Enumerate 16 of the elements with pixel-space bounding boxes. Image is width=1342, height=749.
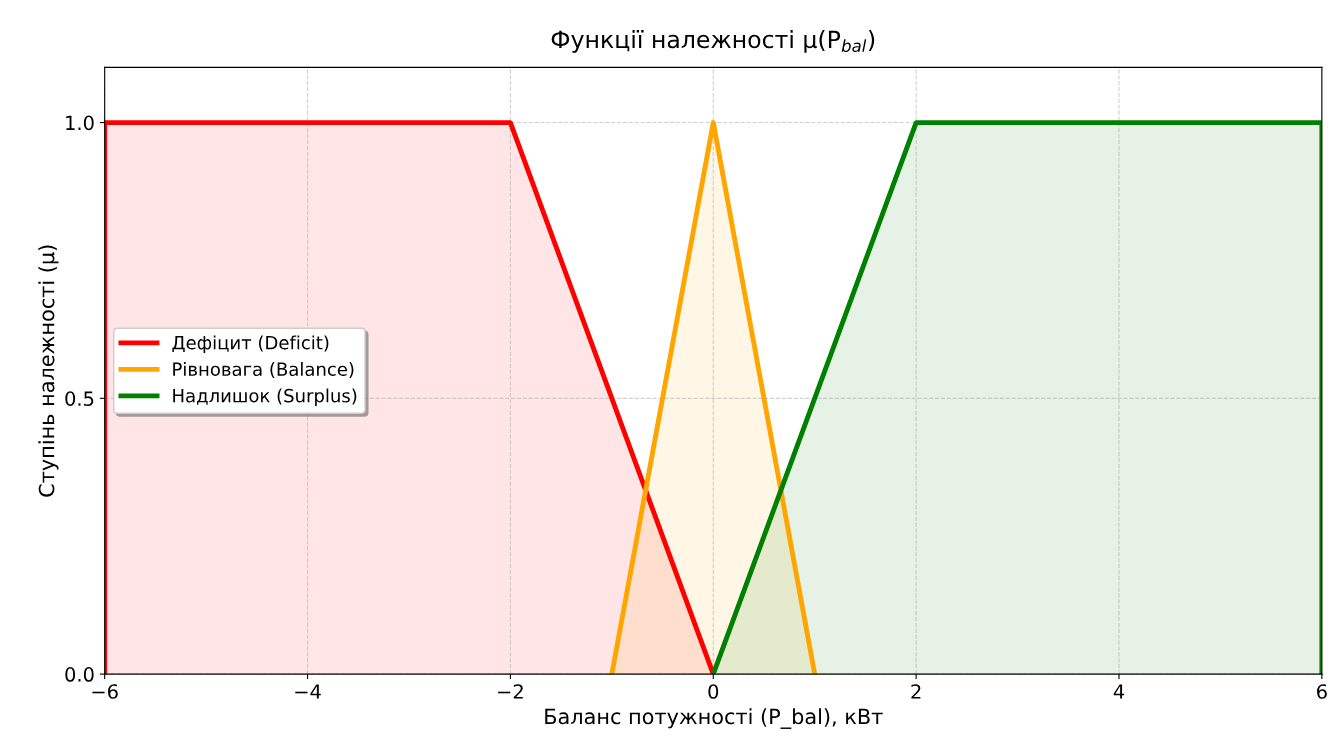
y-tick-label: 0.0	[65, 667, 94, 682]
y-tick-label: 0.5	[65, 391, 94, 406]
y-tick-label: 1.0	[66, 115, 94, 131]
x-tick-label: 6	[1317, 684, 1327, 699]
x-axis-title: Баланс потужності (P_bal), кВт	[545, 708, 883, 729]
legend-label: Дефіцит (Deficit)	[172, 335, 329, 353]
x-tick-label: −4	[295, 684, 321, 699]
legend-label: Рівновага (Balance)	[173, 362, 354, 379]
x-tick-label: −2	[498, 684, 523, 699]
x-tick-label: 0	[708, 684, 719, 699]
x-tick-label: 2	[911, 684, 921, 699]
chart-title: Функції належності μ(P$_{bal}$)	[551, 30, 875, 53]
y-axis-title: Ступінь належності (μ)	[38, 245, 59, 497]
x-tick-label: −6	[92, 684, 118, 699]
legend-label: Надлишок (Surplus)	[173, 388, 357, 406]
x-tick-label: 4	[1113, 684, 1125, 699]
